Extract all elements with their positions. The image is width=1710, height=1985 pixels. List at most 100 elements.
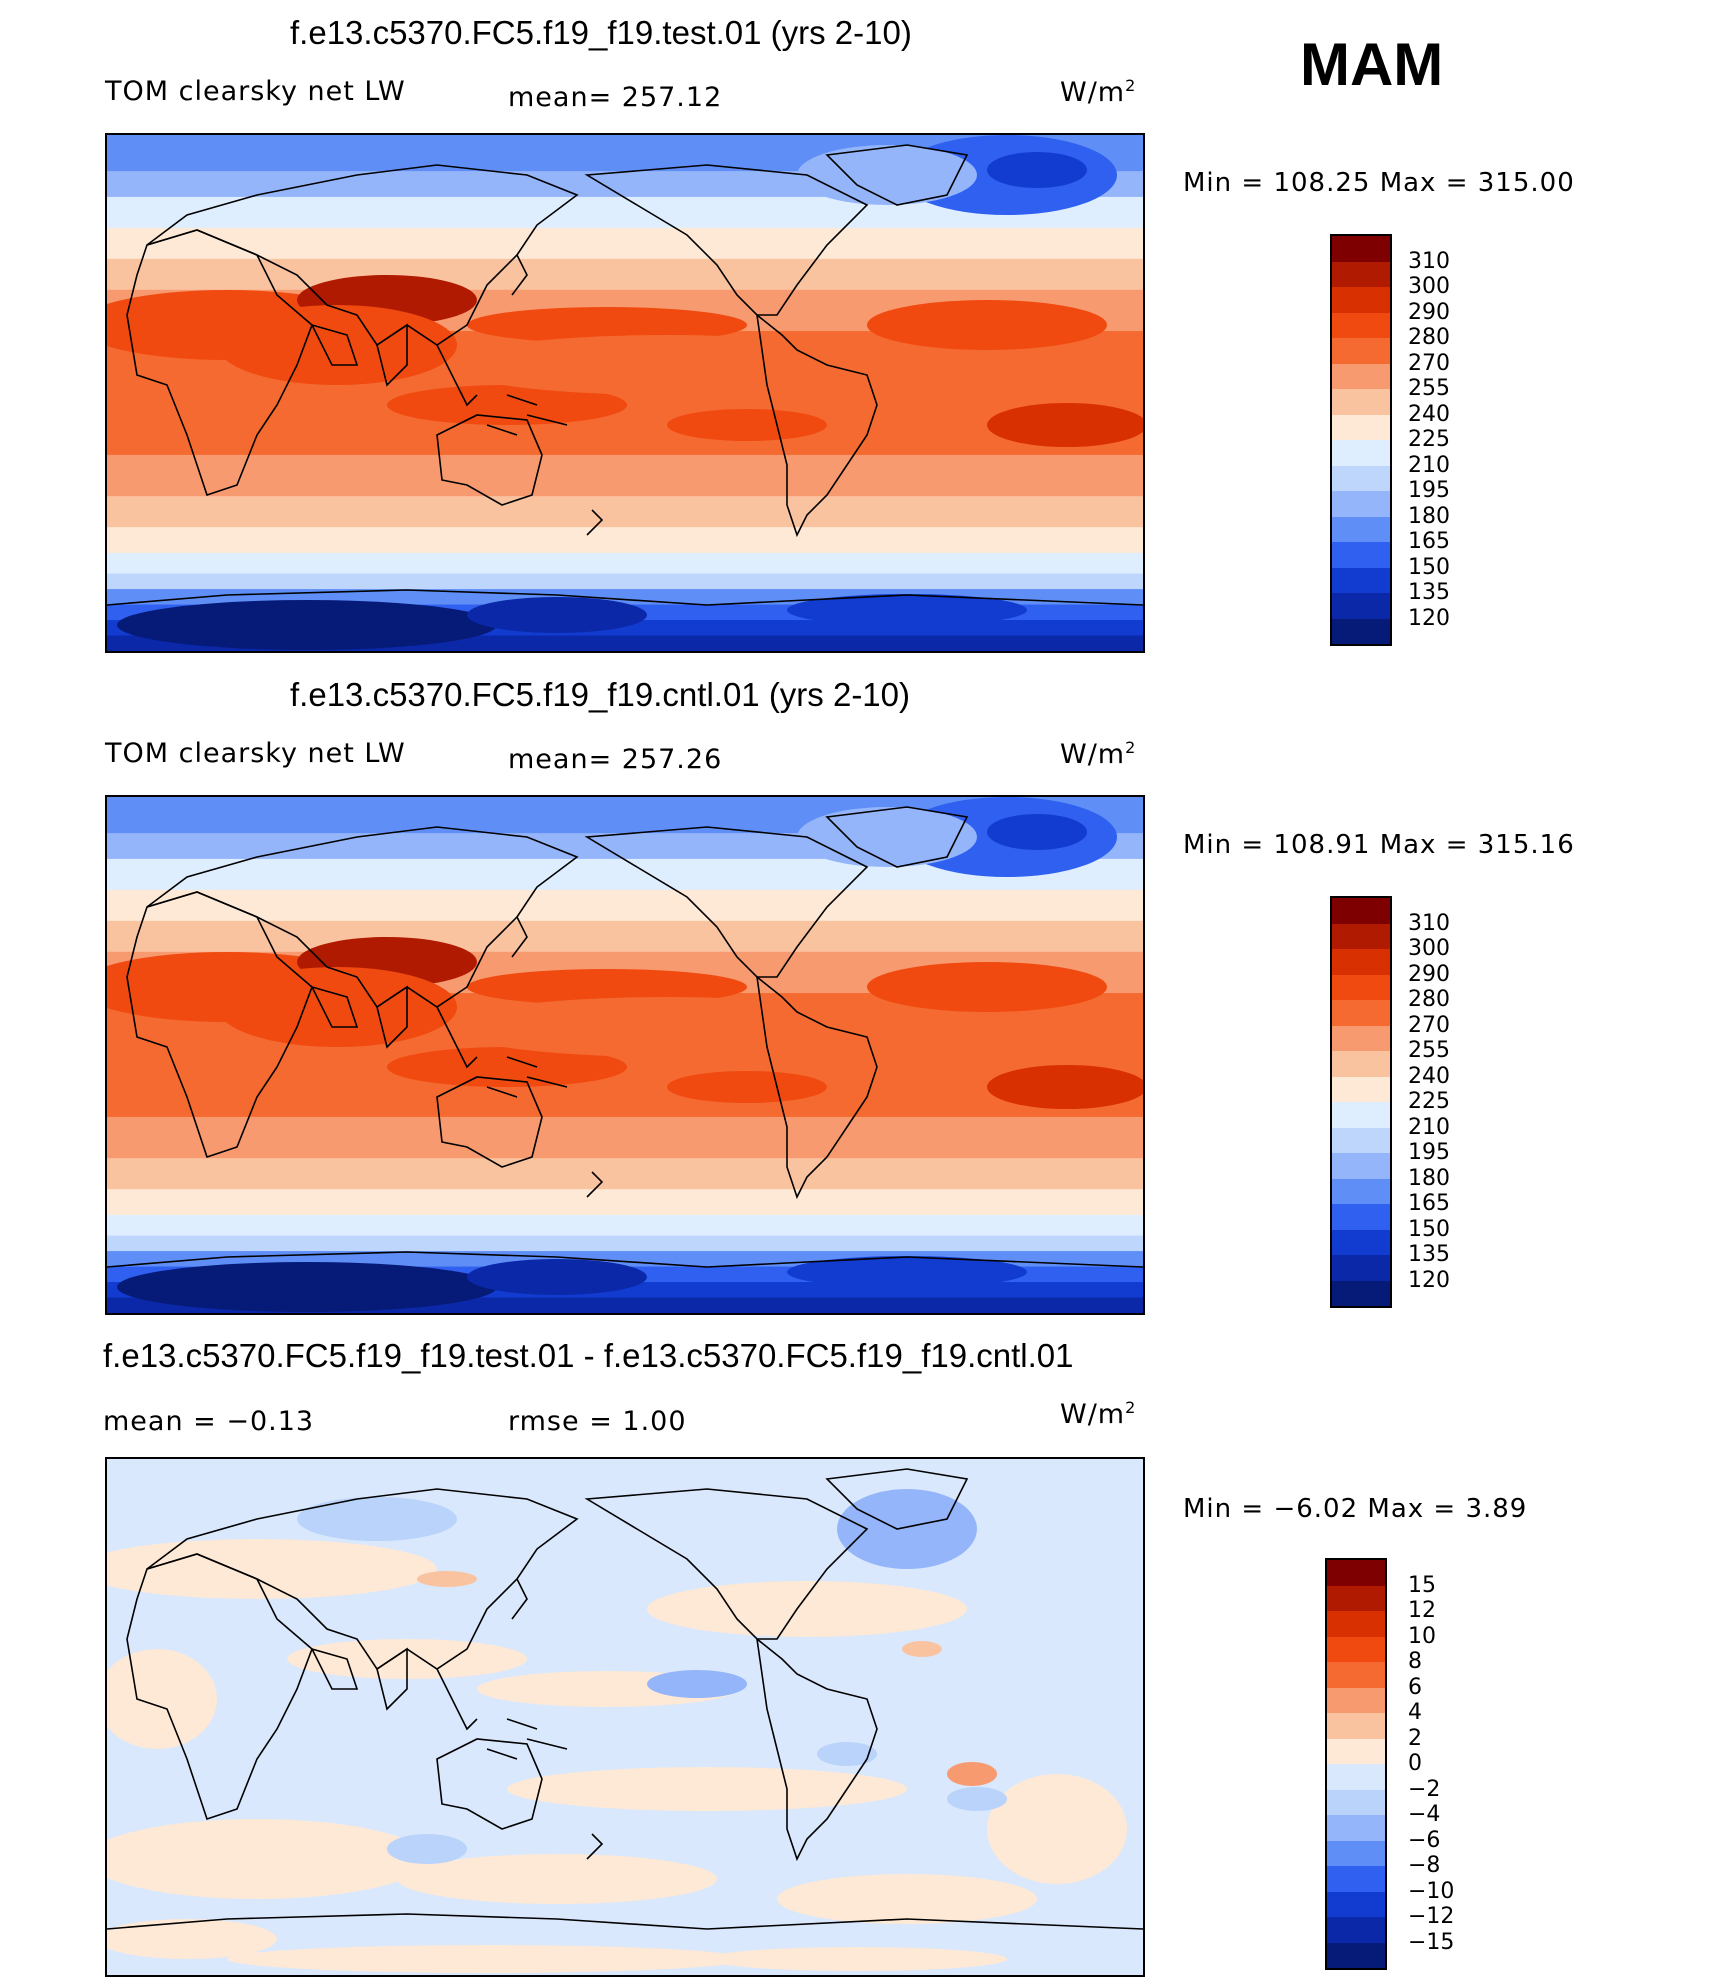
coastline: [146, 164, 579, 347]
colorbar-cell: [1327, 1738, 1385, 1764]
field-blob: [387, 385, 627, 425]
field-blob: [387, 1834, 467, 1864]
field-blob: [117, 600, 497, 650]
colorbar-test: [1330, 234, 1392, 646]
colorbar-cell: [1332, 1255, 1390, 1281]
colorbar-cell: [1332, 287, 1390, 313]
colorbar-tick-label: 12: [1408, 1598, 1436, 1623]
colorbar-tick-label: 300: [1408, 274, 1450, 299]
colorbar-cell: [1332, 542, 1390, 568]
colorbar-tick-label: 165: [1408, 529, 1450, 554]
map-diff-field: [107, 1459, 1143, 1975]
colorbar-tick-label: −12: [1408, 1904, 1455, 1929]
coastline: [107, 1913, 1143, 1930]
colorbar-cell: [1327, 1942, 1385, 1968]
field-blob: [447, 335, 887, 395]
colorbar-cell: [1332, 363, 1390, 389]
coastline: [126, 229, 313, 497]
colorbar-tick-label: 240: [1408, 401, 1450, 427]
colorbar-cell: [1332, 974, 1390, 1000]
panel-minmax-diff: Min = −6.02 Max = 3.89: [1183, 1494, 1528, 1524]
field-band: [107, 454, 1143, 498]
coastline: [825, 806, 969, 868]
panel-title-test: f.e13.c5370.FC5.f19_f19.test.01 (yrs 2-1…: [290, 14, 912, 51]
map-diff: [105, 1457, 1145, 1977]
colorbar-cell: [1332, 236, 1390, 262]
colorbar-cell: [1332, 949, 1390, 975]
colorbar-tick-label: −10: [1408, 1878, 1455, 1904]
colorbar-tick-label: 310: [1408, 910, 1450, 936]
field-band: [107, 227, 1143, 260]
colorbar-cell: [1327, 1585, 1385, 1611]
field-blob: [297, 1497, 457, 1541]
colorbar-tick-label: 120: [1408, 605, 1450, 631]
coastline: [584, 164, 869, 316]
field-blob: [987, 1065, 1143, 1109]
field-blob: [387, 1047, 627, 1087]
colorbar-cell: [1327, 1917, 1385, 1943]
colorbar-tick-label: 240: [1408, 1063, 1450, 1089]
colorbar-cell: [1332, 1178, 1390, 1204]
field-blob: [217, 305, 457, 385]
coastline: [126, 1553, 313, 1821]
field-blob: [467, 597, 647, 633]
field-blob: [107, 1649, 217, 1749]
colorbar-cell: [1327, 1636, 1385, 1662]
colorbar-tick-label: 255: [1408, 1038, 1450, 1063]
map-cntl: [105, 795, 1145, 1315]
colorbar-tick-label: 150: [1408, 1216, 1450, 1242]
coastline: [146, 1488, 579, 1671]
colorbar-tick-label: −8: [1408, 1853, 1441, 1878]
field-blob: [987, 814, 1087, 850]
colorbar-cell: [1332, 389, 1390, 415]
panel-units-diff: W/m2: [1060, 1398, 1137, 1430]
colorbar-tick-label: 280: [1408, 987, 1450, 1012]
field-blob: [667, 1071, 827, 1103]
colorbar-cell: [1332, 1025, 1390, 1051]
colorbar-cell: [1332, 1204, 1390, 1230]
panel-title-cntl: f.e13.c5370.FC5.f19_f19.cntl.01 (yrs 2-1…: [290, 676, 911, 713]
field-blob: [947, 1762, 997, 1786]
field-blob: [987, 403, 1143, 447]
colorbar-cell: [1327, 1713, 1385, 1739]
field-blob: [817, 1742, 877, 1766]
colorbar-cell: [1332, 312, 1390, 338]
coastline: [584, 826, 869, 978]
colorbar-cell: [1332, 1000, 1390, 1026]
panel-title-diff: f.e13.c5370.FC5.f19_f19.test.01 - f.e13.…: [103, 1337, 1074, 1374]
colorbar-tick-label: 310: [1408, 248, 1450, 274]
colorbar-cell: [1332, 593, 1390, 619]
coastline: [436, 344, 568, 436]
coastline: [586, 509, 604, 536]
coastline: [436, 1668, 568, 1760]
colorbar-tick-label: 135: [1408, 580, 1450, 605]
field-band: [107, 258, 1143, 291]
coastline: [755, 1637, 878, 1862]
field-blob: [107, 1539, 437, 1599]
field-blob: [467, 969, 747, 1005]
coastline: [825, 144, 969, 206]
coastline: [755, 975, 878, 1200]
coastline: [586, 1833, 604, 1860]
field-band: [107, 496, 1143, 529]
colorbar-cell: [1332, 1229, 1390, 1255]
colorbar-tick-label: 270: [1408, 1012, 1450, 1038]
field-blob: [987, 1774, 1127, 1884]
colorbar-cell: [1332, 338, 1390, 364]
field-blob: [467, 307, 747, 343]
colorbar-tick-label: 8: [1408, 1649, 1422, 1674]
coastline: [511, 1578, 528, 1620]
field-blob: [797, 807, 977, 867]
colorbar-tick-label: −2: [1408, 1776, 1441, 1802]
colorbar-tick-label: −6: [1408, 1827, 1441, 1853]
colorbar-cell: [1327, 1560, 1385, 1586]
colorbar-tick-label: 280: [1408, 325, 1450, 350]
colorbar-cell: [1332, 1102, 1390, 1128]
colorbar-tick-label: 165: [1408, 1191, 1450, 1216]
colorbar-cell: [1332, 1153, 1390, 1179]
colorbar-cell: [1332, 414, 1390, 440]
field-blob: [107, 1819, 427, 1899]
colorbar-tick-label: 290: [1408, 299, 1450, 325]
colorbar-tick-label: 180: [1408, 503, 1450, 529]
colorbar-cell: [1332, 516, 1390, 542]
